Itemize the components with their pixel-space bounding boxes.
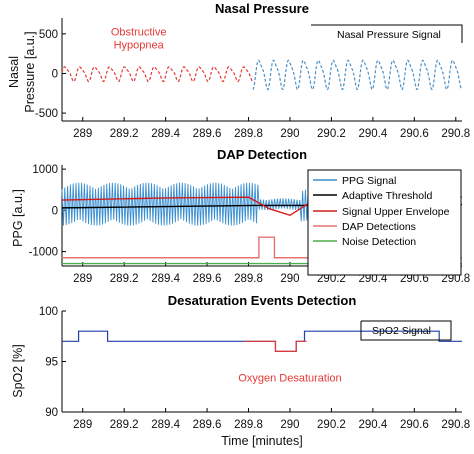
nasal-xtick-label: 290.4 bbox=[358, 128, 387, 140]
spo2-legend-box bbox=[360, 320, 452, 341]
spo2-plot-area: 90 95 100 289 289.2 289.4 289.6 289.8 290 290.2 29… bbox=[39, 306, 470, 431]
nasal-xtick-label: 289 bbox=[73, 128, 92, 140]
spo2-panel: Desaturation Events Detection SpO2 [%] T… bbox=[11, 293, 470, 448]
dap-xtick-label: 290.2 bbox=[317, 273, 346, 285]
nasal-ylabel-line-1: Nasal bbox=[7, 56, 21, 88]
nasal-xtick-label: 290.6 bbox=[400, 128, 429, 140]
dap-legend-noise: Noise Detection bbox=[342, 236, 416, 248]
nasal-ytick-label: 500 bbox=[39, 29, 58, 41]
nasal-xtick-label: 289.2 bbox=[110, 128, 139, 140]
dap-legend-dap: DAP Detections bbox=[342, 221, 416, 233]
spo2-xtick-label: 289 bbox=[73, 419, 92, 431]
spo2-xtick-label: 289.2 bbox=[110, 419, 139, 431]
dap-legend-box bbox=[307, 169, 462, 276]
spo2-annotation: Oxygen Desaturation bbox=[238, 373, 341, 385]
dap-legend: PPG Signal Adaptive Threshold Signal Upp… bbox=[307, 169, 462, 276]
dap-ylabel: PPG [a.u.] bbox=[11, 189, 25, 247]
spo2-xtick-label: 290 bbox=[280, 419, 299, 431]
dap-xtick-label: 289.2 bbox=[110, 273, 139, 285]
nasal-signal-segment bbox=[252, 59, 463, 91]
dap-legend-threshold: Adaptive Threshold bbox=[342, 190, 432, 202]
spo2-annotation-line-1: Oxygen Desaturation bbox=[238, 373, 341, 385]
nasal-xtick-label: 290.8 bbox=[441, 128, 470, 140]
nasal-annotation-line-1: Obstructive bbox=[111, 26, 167, 38]
spo2-ytick-label: 95 bbox=[45, 357, 58, 369]
spo2-xtick-label: 290.6 bbox=[400, 419, 429, 431]
spo2-ylabel: SpO2 [%] bbox=[11, 344, 25, 398]
nasal-xtick-label: 289.6 bbox=[193, 128, 222, 140]
nasal-plot-area: -500 0 500 289 289.2 289.4 289.6 289.8 290 290.2 2… bbox=[35, 18, 470, 140]
nasal-ytick-label: -500 bbox=[35, 108, 58, 120]
nasal-title: Nasal Pressure bbox=[215, 1, 309, 16]
spo2-xtick-label: 290.2 bbox=[317, 419, 346, 431]
spo2-ytick-label: 90 bbox=[45, 407, 58, 419]
nasal-series bbox=[61, 59, 463, 91]
nasal-ytick-label: 0 bbox=[52, 68, 58, 80]
spo2-legend-entry: SpO2 Signal bbox=[372, 325, 431, 337]
oxygen-desaturation-line bbox=[244, 340, 307, 352]
nasal-panel: Nasal Pressure Nasal Pressure [a.u.] -50… bbox=[7, 1, 470, 140]
dap-detections-line bbox=[62, 236, 462, 259]
nasal-annotation-line-2: Hypopnea bbox=[114, 39, 165, 51]
dap-title: DAP Detection bbox=[217, 147, 307, 162]
nasal-legend: Nasal Pressure Signal bbox=[311, 24, 463, 43]
dap-xtick-label: 289 bbox=[73, 273, 92, 285]
spo2-xtick-label: 289.6 bbox=[193, 419, 222, 431]
dap-panel: DAP Detection PPG [a.u.] -1000 0 1000 289 28… bbox=[11, 147, 470, 285]
spo2-legend: SpO2 Signal bbox=[360, 320, 452, 341]
dap-xtick-label: 290.6 bbox=[400, 273, 429, 285]
dap-xtick-label: 290 bbox=[280, 273, 299, 285]
spo2-title: Desaturation Events Detection bbox=[168, 293, 357, 308]
dap-xtick-label: 290.4 bbox=[358, 273, 387, 285]
nasal-xtick-label: 289.4 bbox=[151, 128, 180, 140]
dap-plot-area: -1000 0 1000 289 289.2 289.4 289.6 289.8 290 290.… bbox=[29, 164, 471, 285]
spo2-xtick-label: 289.4 bbox=[151, 419, 180, 431]
nasal-ylabel-line-2: Pressure [a.u.] bbox=[23, 31, 37, 112]
dap-xtick-label: 290.8 bbox=[441, 273, 470, 285]
spo2-xlabel: Time [minutes] bbox=[221, 434, 303, 448]
dap-legend-ppg: PPG Signal bbox=[342, 175, 396, 187]
spo2-xtick-label: 290.8 bbox=[441, 419, 470, 431]
dap-xtick-label: 289.4 bbox=[151, 273, 180, 285]
nasal-xtick-label: 290 bbox=[280, 128, 299, 140]
dap-ytick-label: -1000 bbox=[29, 247, 58, 259]
dap-xtick-label: 289.6 bbox=[193, 273, 222, 285]
dap-ytick-label: 1000 bbox=[32, 164, 58, 176]
nasal-legend-entry: Nasal Pressure Signal bbox=[337, 29, 441, 41]
spo2-series bbox=[62, 330, 462, 352]
nasal-xtick-label: 290.2 bbox=[317, 128, 346, 140]
nasal-signal-segment bbox=[61, 66, 254, 83]
nasal-legend-box bbox=[311, 24, 463, 43]
dap-legend-envelope: Signal Upper Envelope bbox=[342, 206, 450, 218]
spo2-xtick-label: 289.8 bbox=[234, 419, 263, 431]
dap-ytick-label: 0 bbox=[52, 205, 58, 217]
nasal-xtick-label: 289.8 bbox=[234, 128, 263, 140]
spo2-xtick-label: 290.4 bbox=[358, 419, 387, 431]
spo2-ytick-label: 100 bbox=[39, 306, 58, 318]
dap-xtick-label: 289.8 bbox=[234, 273, 263, 285]
